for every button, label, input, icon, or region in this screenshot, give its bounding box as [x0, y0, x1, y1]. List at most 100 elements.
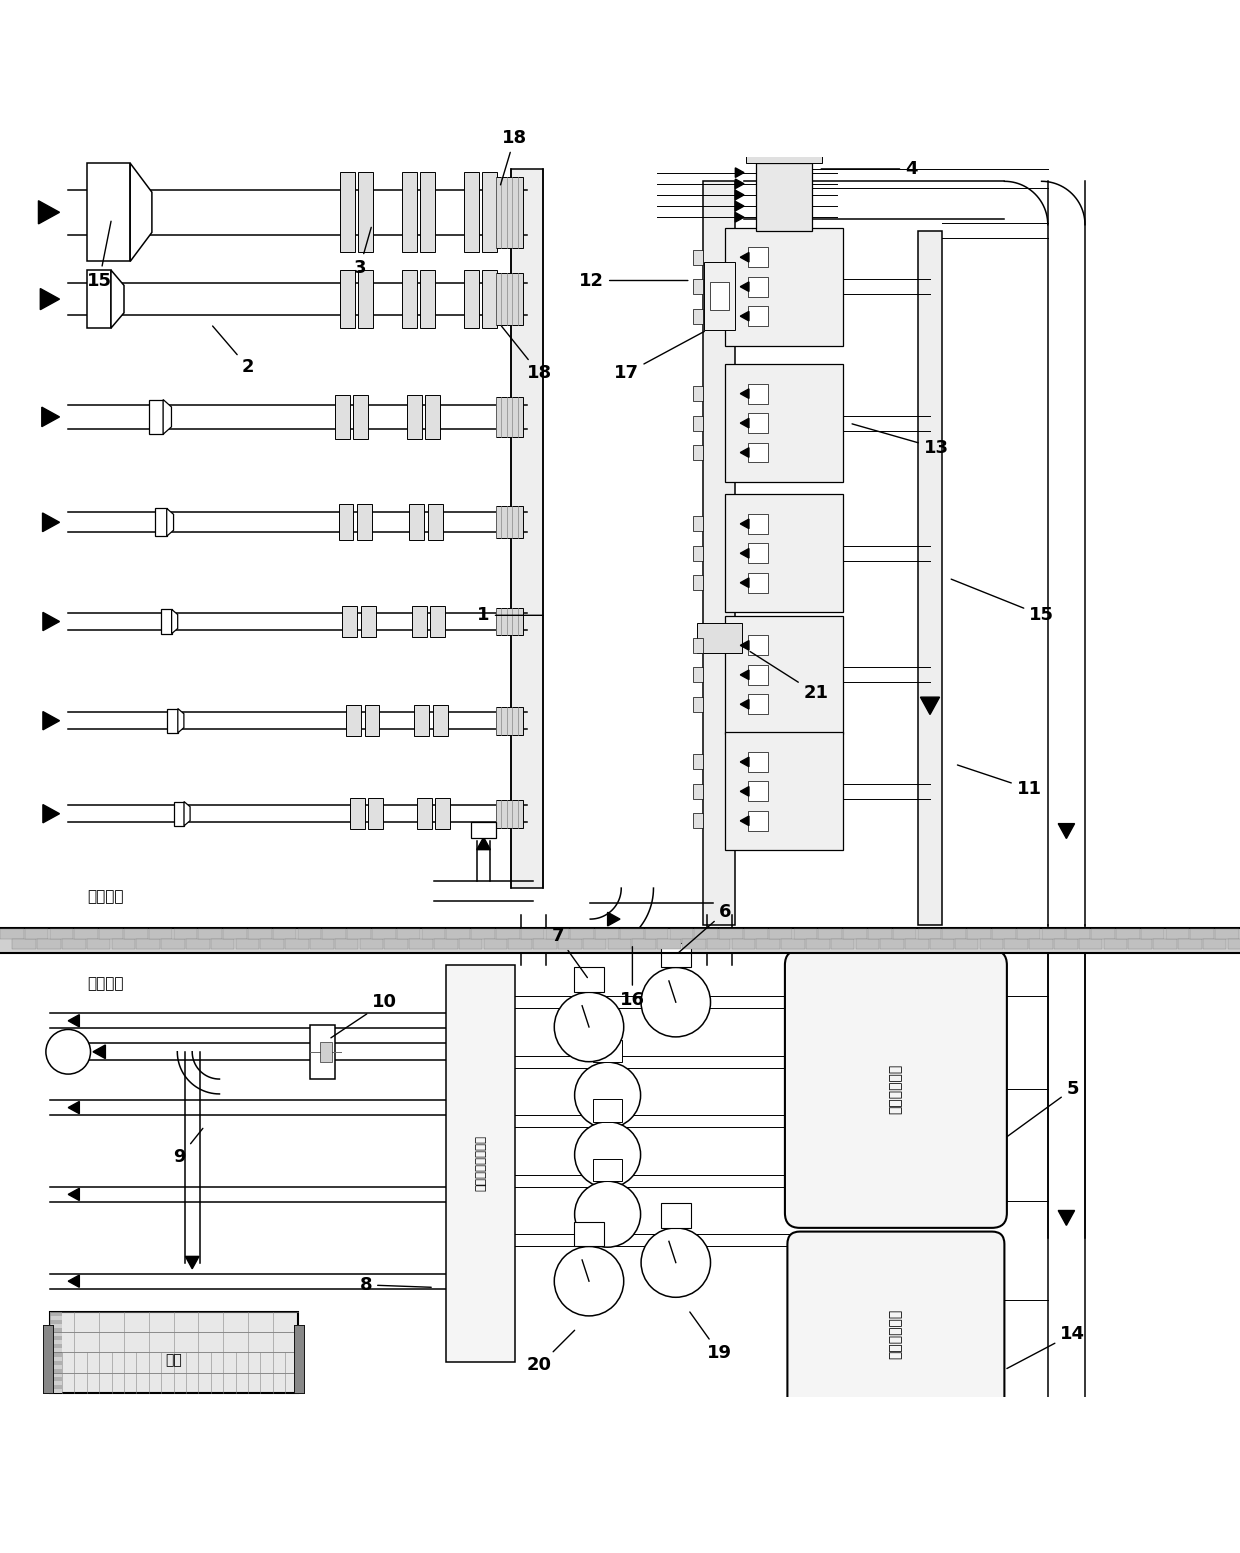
- Bar: [1042, 929, 1065, 938]
- Bar: [414, 705, 429, 736]
- Text: 18: 18: [501, 326, 552, 382]
- Polygon shape: [50, 1373, 62, 1376]
- Polygon shape: [50, 1320, 62, 1325]
- Polygon shape: [920, 697, 940, 714]
- Bar: [464, 172, 479, 253]
- Bar: [1215, 929, 1239, 938]
- Text: 地下一层: 地下一层: [87, 977, 123, 991]
- Bar: [1091, 929, 1115, 938]
- Bar: [25, 929, 48, 938]
- Polygon shape: [740, 787, 749, 797]
- Bar: [704, 262, 734, 331]
- Bar: [1166, 929, 1189, 938]
- Polygon shape: [735, 168, 744, 177]
- Bar: [1190, 929, 1214, 938]
- Polygon shape: [1058, 1210, 1075, 1225]
- Bar: [248, 929, 272, 938]
- Polygon shape: [740, 388, 749, 399]
- Bar: [260, 938, 284, 949]
- Polygon shape: [782, 113, 792, 121]
- Bar: [693, 545, 703, 561]
- Bar: [725, 617, 843, 733]
- Bar: [433, 705, 448, 736]
- Polygon shape: [50, 1368, 62, 1373]
- Text: 8: 8: [360, 1277, 432, 1294]
- Bar: [693, 250, 703, 264]
- Bar: [459, 938, 482, 949]
- Text: 10: 10: [331, 994, 397, 1037]
- Polygon shape: [68, 1188, 79, 1200]
- Bar: [511, 169, 543, 888]
- Text: 13: 13: [852, 424, 949, 457]
- Text: 循环排气选择通道: 循环排气选择通道: [474, 1135, 487, 1191]
- Bar: [709, 283, 729, 309]
- Bar: [693, 755, 703, 769]
- Bar: [161, 609, 171, 634]
- Bar: [781, 938, 805, 949]
- Polygon shape: [112, 270, 124, 328]
- Polygon shape: [50, 1348, 62, 1353]
- Bar: [744, 929, 768, 938]
- Polygon shape: [43, 804, 60, 823]
- Bar: [294, 1325, 304, 1393]
- Bar: [546, 929, 569, 938]
- Bar: [748, 544, 768, 564]
- Polygon shape: [186, 1256, 198, 1269]
- Bar: [806, 938, 830, 949]
- Polygon shape: [735, 213, 744, 222]
- Polygon shape: [177, 708, 184, 733]
- Bar: [43, 1325, 53, 1393]
- Bar: [211, 938, 234, 949]
- Polygon shape: [740, 253, 749, 262]
- Circle shape: [641, 968, 711, 1037]
- Bar: [508, 938, 532, 949]
- Bar: [918, 929, 941, 938]
- Bar: [112, 938, 135, 949]
- Bar: [693, 416, 703, 430]
- Text: 16: 16: [620, 947, 645, 1009]
- Bar: [434, 938, 458, 949]
- Polygon shape: [740, 548, 749, 558]
- Bar: [161, 938, 185, 949]
- Bar: [942, 929, 966, 938]
- Bar: [856, 938, 879, 949]
- Text: 14: 14: [1007, 1325, 1085, 1368]
- Bar: [236, 938, 259, 949]
- Bar: [583, 938, 606, 949]
- Polygon shape: [735, 202, 744, 211]
- Bar: [818, 929, 842, 938]
- Bar: [703, 182, 735, 926]
- Text: 7: 7: [552, 927, 588, 977]
- Bar: [12, 938, 36, 949]
- Bar: [496, 929, 520, 938]
- Polygon shape: [476, 837, 491, 849]
- Bar: [149, 399, 164, 435]
- Bar: [1104, 938, 1127, 949]
- Bar: [402, 172, 417, 253]
- Bar: [420, 172, 435, 253]
- Bar: [402, 270, 417, 328]
- Bar: [420, 270, 435, 328]
- Bar: [350, 798, 365, 829]
- Bar: [340, 270, 355, 328]
- Bar: [223, 929, 247, 938]
- Text: 小气体稳压罐: 小气体稳压罐: [889, 1309, 903, 1359]
- Text: 11: 11: [957, 766, 1042, 798]
- Polygon shape: [735, 179, 744, 188]
- Bar: [471, 929, 495, 938]
- Text: 5: 5: [1007, 1079, 1079, 1137]
- Bar: [43, 1325, 53, 1393]
- Bar: [725, 494, 843, 612]
- Bar: [748, 413, 768, 433]
- Bar: [905, 938, 929, 949]
- Circle shape: [574, 1121, 641, 1188]
- Bar: [693, 280, 703, 294]
- Bar: [99, 929, 123, 938]
- Bar: [353, 394, 368, 439]
- Bar: [360, 938, 383, 949]
- Bar: [1004, 938, 1028, 949]
- Polygon shape: [50, 1337, 62, 1340]
- Bar: [74, 929, 98, 938]
- Polygon shape: [50, 1345, 62, 1348]
- Bar: [464, 270, 479, 328]
